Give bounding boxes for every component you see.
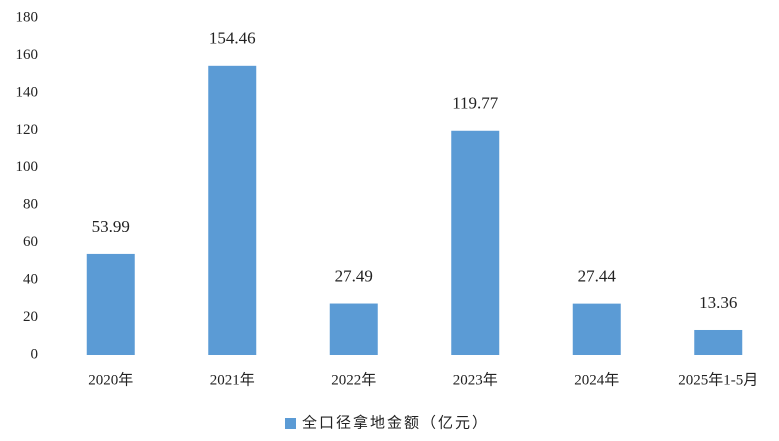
bar (86, 253, 135, 355)
bar (451, 130, 500, 355)
bar (329, 303, 378, 355)
bar (694, 329, 743, 355)
y-tick-label: 0 (31, 346, 39, 362)
data-label: 27.49 (335, 266, 373, 285)
bar (572, 303, 621, 355)
legend-marker (285, 418, 296, 429)
y-tick-label: 120 (16, 122, 39, 138)
x-tick-label: 2024年 (574, 371, 619, 388)
x-tick-label: 2023年 (453, 371, 498, 388)
y-tick-label: 140 (16, 84, 39, 100)
bar (208, 65, 257, 355)
data-label: 154.46 (209, 29, 256, 48)
data-label: 119.77 (452, 94, 499, 113)
y-tick-label: 20 (23, 309, 38, 325)
y-tick-label: 60 (23, 234, 38, 250)
x-tick-label: 2025年1-5月 (678, 371, 758, 388)
data-label: 13.36 (699, 293, 737, 312)
x-tick-label: 2020年 (88, 371, 133, 388)
y-tick-label: 100 (16, 159, 39, 175)
legend-label: 全口径拿地金额（亿元） (302, 413, 489, 431)
data-label: 27.44 (578, 267, 617, 286)
x-tick-label: 2022年 (331, 371, 376, 388)
data-label: 53.99 (92, 217, 130, 236)
x-tick-label: 2021年 (210, 371, 255, 388)
y-tick-label: 160 (16, 47, 39, 63)
y-tick-label: 80 (23, 197, 38, 213)
y-tick-label: 180 (16, 9, 39, 25)
y-tick-label: 40 (23, 272, 38, 288)
